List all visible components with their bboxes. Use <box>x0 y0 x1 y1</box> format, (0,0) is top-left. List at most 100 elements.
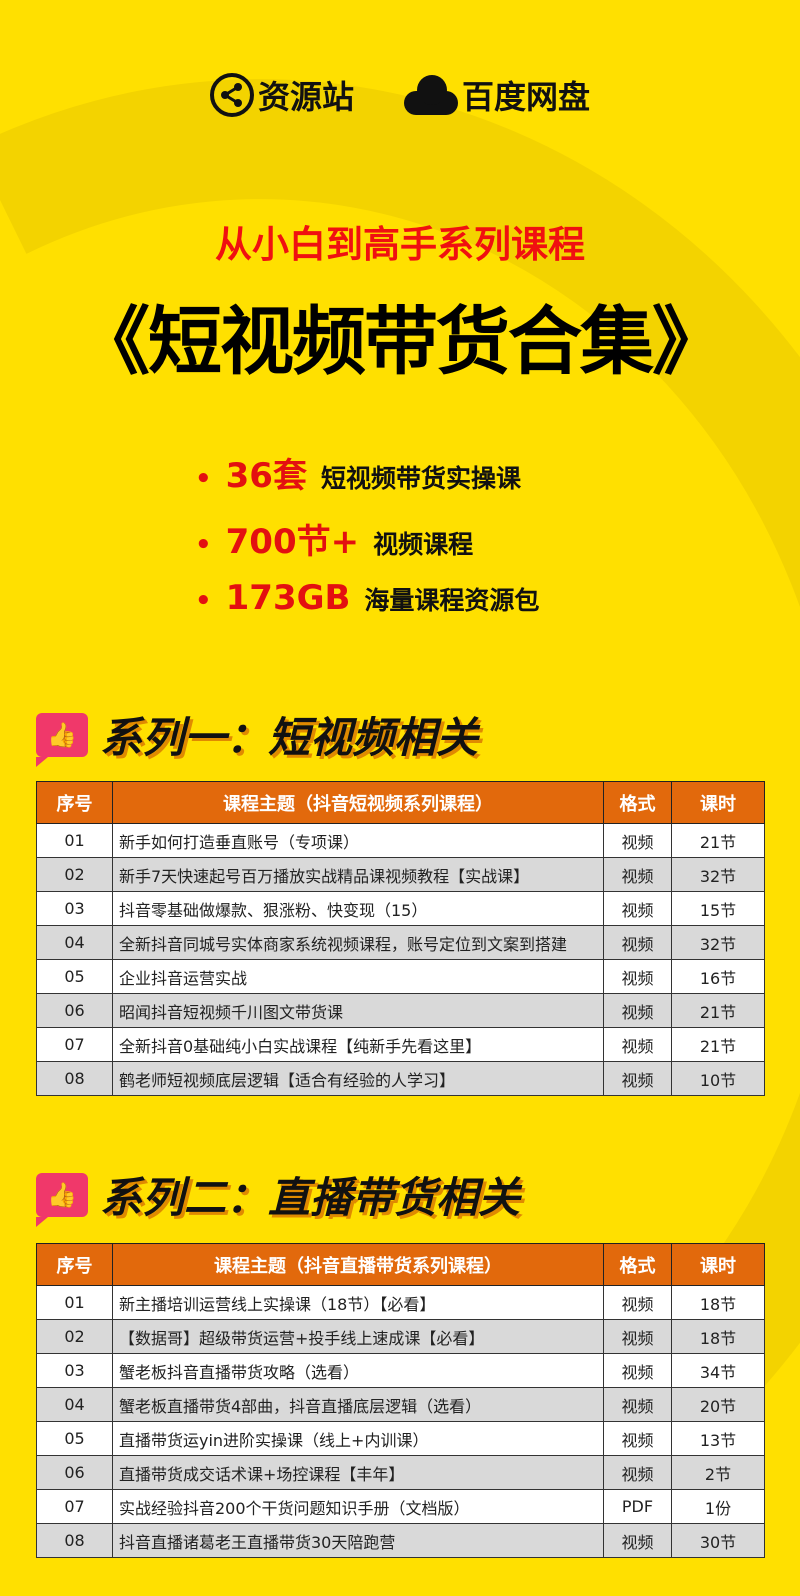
table-row: 07 实战经验抖音200个干货问题知识手册（文档版） PDF 1份 <box>36 1489 765 1524</box>
table-cell: 视频 <box>603 1523 672 1558</box>
table-row: 08 鹤老师短视频底层逻辑【适合有经验的人学习】 视频 10节 <box>36 1061 765 1096</box>
table-cell: 视频 <box>603 993 672 1028</box>
table-cell: 直播带货运yin进阶实操课（线上+内训课） <box>112 1421 604 1456</box>
table-cell: 视频 <box>603 857 672 892</box>
column-header: 序号 <box>36 781 113 824</box>
table-cell: 10节 <box>671 1061 765 1096</box>
table-row: 03 抖音零基础做爆款、狠涨粉、快变现（15） 视频 15节 <box>36 891 765 926</box>
table-header: 序号 课程主题（抖音直播带货系列课程） 格式 课时 <box>36 1243 765 1286</box>
column-header: 格式 <box>603 781 672 824</box>
bullet-text: 视频课程 <box>373 530 474 559</box>
table-cell: 04 <box>36 1387 113 1422</box>
table-cell: 直播带货成交话术课+场控课程【丰年】 <box>112 1455 604 1490</box>
thumbs-up-icon: 👍 <box>36 712 88 767</box>
table-cell: 新主播培训运营线上实操课（18节）【必看】 <box>112 1285 604 1320</box>
table-row: 06 直播带货成交话术课+场控课程【丰年】 视频 2节 <box>36 1455 765 1490</box>
table-cell: 21节 <box>671 993 765 1028</box>
share-icon <box>209 73 254 117</box>
table-cell: 05 <box>36 1421 113 1456</box>
table-cell: 07 <box>36 1489 113 1524</box>
table-cell: 32节 <box>671 925 765 960</box>
table-cell: 15节 <box>671 891 765 926</box>
table-cell: 视频 <box>603 1387 672 1422</box>
table-row: 02 【数据哥】超级带货运营+投手线上速成课【必看】 视频 18节 <box>36 1319 765 1354</box>
course-table: 序号 课程主题（抖音短视频系列课程） 格式 课时 01 新手如何打造垂直账号（专项课） 视频… <box>36 781 765 1096</box>
column-header: 课时 <box>671 1243 765 1286</box>
bullet-item: • 700节+ 视频课程 <box>195 514 755 563</box>
table-cell: 02 <box>36 857 113 892</box>
table-cell: 21节 <box>671 1027 765 1062</box>
table-cell: 18节 <box>671 1285 765 1320</box>
table-cell: 01 <box>36 1285 113 1320</box>
page-title: 《短视频带货合集》 <box>76 299 726 385</box>
brand-site: 资源站 <box>209 72 354 118</box>
table-cell: 蟹老板直播带货4部曲，抖音直播底层逻辑（选看） <box>112 1387 604 1422</box>
table-cell: 08 <box>36 1061 113 1096</box>
column-header: 课程主题（抖音短视频系列课程） <box>112 781 604 824</box>
column-header: 序号 <box>36 1243 113 1286</box>
table-cell: 视频 <box>603 891 672 926</box>
table-cell: 企业抖音运营实战 <box>112 959 604 994</box>
bullet-item: • 173GB 海量课程资源包 <box>195 578 755 618</box>
table-cell: 30节 <box>671 1523 765 1558</box>
table-row: 05 企业抖音运营实战 视频 16节 <box>36 959 765 994</box>
bullet-dot-icon: • <box>195 464 212 494</box>
table-cell: 新手如何打造垂直账号（专项课） <box>112 823 604 858</box>
table-cell: 鹤老师短视频底层逻辑【适合有经验的人学习】 <box>112 1061 604 1096</box>
table-cell: 05 <box>36 959 113 994</box>
thumbs-up-icon: 👍 <box>36 1172 88 1227</box>
brand-bar: 资源站 百度网盘 <box>100 72 700 118</box>
bullet-dot-icon: • <box>195 586 212 616</box>
table-cell: 32节 <box>671 857 765 892</box>
brand-disk-label: 百度网盘 <box>462 78 591 116</box>
brand-disk: 百度网盘 <box>404 72 590 118</box>
table-row: 07 全新抖音0基础纯小白实战课程【纯新手先看这里】 视频 21节 <box>36 1027 765 1062</box>
table-row: 01 新手如何打造垂直账号（专项课） 视频 21节 <box>36 823 765 858</box>
column-header: 课程主题（抖音直播带货系列课程） <box>112 1243 604 1286</box>
table-cell: 视频 <box>603 1319 672 1354</box>
table-cell: 18节 <box>671 1319 765 1354</box>
section-heading: 👍 系列二：直播带货相关 <box>36 1164 736 1227</box>
column-header: 课时 <box>671 781 765 824</box>
brand-site-label: 资源站 <box>257 78 354 116</box>
section-title: 系列一：短视频相关 <box>100 713 479 762</box>
subtitle: 从小白到高手系列课程 <box>215 223 585 266</box>
table-cell: 视频 <box>603 1353 672 1388</box>
table-cell: 视频 <box>603 823 672 858</box>
table-row: 04 蟹老板直播带货4部曲，抖音直播底层逻辑（选看） 视频 20节 <box>36 1387 765 1422</box>
table-cell: 视频 <box>603 1455 672 1490</box>
table-cell: 03 <box>36 891 113 926</box>
cloud-icon <box>404 75 458 115</box>
table-cell: 04 <box>36 925 113 960</box>
table-cell: 视频 <box>603 1421 672 1456</box>
bullet-highlight: 173GB <box>225 578 351 618</box>
table-cell: 蟹老板抖音直播带货攻略（选看） <box>112 1353 604 1388</box>
table-row: 04 全新抖音同城号实体商家系统视频课程，账号定位到文案到搭建 视频 32节 <box>36 925 765 960</box>
table-cell: 全新抖音同城号实体商家系统视频课程，账号定位到文案到搭建 <box>112 925 604 960</box>
table-cell: 16节 <box>671 959 765 994</box>
table-row: 06 昭闻抖音短视频千川图文带货课 视频 21节 <box>36 993 765 1028</box>
table-cell: 21节 <box>671 823 765 858</box>
section-title: 系列二：直播带货相关 <box>100 1173 521 1222</box>
bullet-highlight: 700节+ <box>225 522 360 562</box>
table-cell: 视频 <box>603 925 672 960</box>
table-cell: 视频 <box>603 1285 672 1320</box>
table-cell: 2节 <box>671 1455 765 1490</box>
column-header: 格式 <box>603 1243 672 1286</box>
table-row: 03 蟹老板抖音直播带货攻略（选看） 视频 34节 <box>36 1353 765 1388</box>
table-header: 序号 课程主题（抖音短视频系列课程） 格式 课时 <box>36 781 765 824</box>
table-cell: 01 <box>36 823 113 858</box>
table-cell: 13节 <box>671 1421 765 1456</box>
table-cell: 视频 <box>603 959 672 994</box>
table-cell: 1份 <box>671 1489 765 1524</box>
table-row: 05 直播带货运yin进阶实操课（线上+内训课） 视频 13节 <box>36 1421 765 1456</box>
table-cell: 抖音直播诸葛老王直播带货30天陪跑营 <box>112 1523 604 1558</box>
bullet-dot-icon: • <box>195 530 212 560</box>
bullet-item: • 36套 短视频带货实操课 <box>195 448 755 497</box>
table-cell: 06 <box>36 1455 113 1490</box>
table-cell: 02 <box>36 1319 113 1354</box>
table-cell: PDF <box>603 1489 672 1524</box>
table-cell: 抖音零基础做爆款、狠涨粉、快变现（15） <box>112 891 604 926</box>
bullet-highlight: 36套 <box>225 456 307 496</box>
